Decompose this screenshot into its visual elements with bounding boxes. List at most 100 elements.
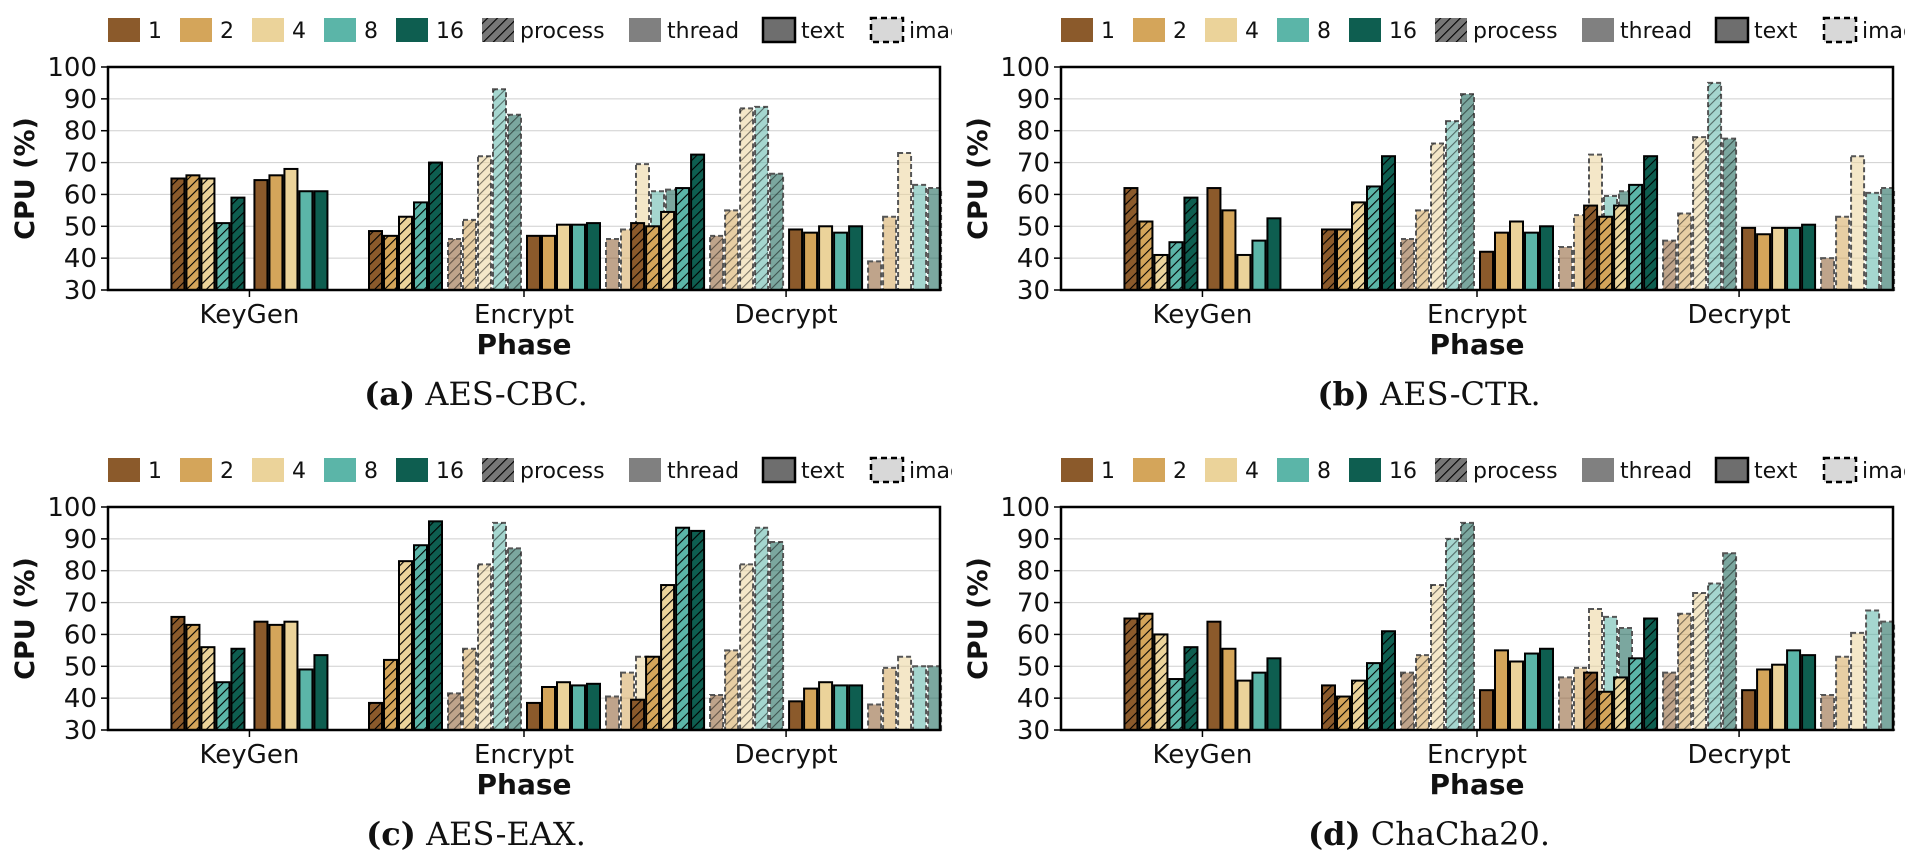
x-axis-label: Phase (1429, 768, 1524, 801)
bar-hatch (1352, 680, 1365, 730)
legend: 1 2 4 8 16 process thread text image (1061, 456, 1905, 484)
y-axis-label: CPU (%) (963, 117, 994, 240)
bar-hatch (1124, 618, 1138, 730)
bar-hatch (399, 216, 412, 290)
legend-swatch (869, 16, 905, 44)
legend-label: 1 (148, 459, 162, 484)
legend-label: process (520, 459, 605, 484)
legend-swatch (252, 18, 284, 42)
bar-hatch (1693, 593, 1707, 730)
bar (1479, 689, 1494, 732)
bar (1539, 225, 1554, 292)
bar-hatch (1614, 677, 1628, 730)
bar-hatch (1678, 613, 1692, 730)
bar-hatch (661, 211, 675, 290)
y-tick-label: 70 (64, 149, 97, 179)
bar (803, 687, 819, 731)
legend-swatch (629, 18, 661, 42)
bar (788, 228, 804, 292)
bar (1509, 660, 1524, 731)
x-tick-label: Encrypt (474, 300, 574, 330)
bar-hatch (1644, 618, 1658, 730)
bar (283, 167, 299, 291)
bar-hatch (1663, 672, 1677, 730)
bar (1786, 649, 1802, 732)
legend-label: 16 (436, 19, 464, 44)
legend-label: 4 (292, 19, 306, 44)
bar-hatch (171, 178, 185, 290)
legend-swatch (1061, 18, 1093, 42)
caption-chacha20: (d) ChaCha20. (953, 815, 1905, 853)
bar-hatch (493, 522, 506, 730)
y-tick-label: 30 (1017, 276, 1050, 306)
bar (803, 231, 819, 292)
legend-label: thread (667, 459, 739, 484)
bar (605, 238, 620, 291)
legend-label: process (1473, 459, 1558, 484)
bar-hatch (384, 659, 397, 730)
caption-aes-ctr: (b) AES-CTR. (953, 375, 1905, 413)
bar (912, 183, 928, 291)
legend: 1 2 4 8 16 process thread text image (1061, 16, 1905, 44)
bar (1236, 253, 1252, 291)
legend-swatch (1822, 16, 1858, 44)
bar-hatch (1367, 663, 1380, 730)
bar-hatch (1431, 585, 1444, 730)
bar-hatch (1446, 538, 1459, 730)
y-tick-label: 100 (1000, 53, 1050, 83)
legend-swatch-hatch (482, 458, 514, 482)
bar (1558, 676, 1573, 731)
bar (833, 231, 849, 292)
y-tick-label: 30 (1017, 716, 1050, 746)
bar-hatch (201, 647, 215, 730)
bar-hatch (740, 564, 754, 730)
legend-swatch (180, 18, 212, 42)
y-tick-label: 90 (64, 85, 97, 115)
legend-label: process (520, 19, 605, 44)
y-tick-label: 80 (64, 557, 97, 587)
legend-label: text (1754, 459, 1798, 484)
bar (1266, 217, 1282, 291)
bar (1524, 231, 1539, 292)
bar-hatch (1352, 202, 1365, 290)
bar (298, 668, 314, 732)
bar (526, 234, 541, 291)
bar-hatch (740, 108, 754, 291)
bar-hatch (1723, 553, 1737, 730)
bar-hatch (1431, 143, 1444, 290)
bar-hatch (231, 648, 245, 730)
caption-aes-eax: (c) AES-EAX. (0, 815, 952, 853)
bar-hatch (725, 210, 739, 290)
y-tick-label: 60 (1017, 620, 1050, 650)
plot-frame (106, 65, 942, 292)
legend-label: 16 (1389, 459, 1417, 484)
y-tick-label: 30 (64, 276, 97, 306)
chart-panel-aes-ctr: 30 40 50 60 70 80 90 100 CPU (%) KeyGen Encrypt Dec… (953, 0, 1905, 428)
legend-swatch (324, 18, 356, 42)
bar-hatch (1124, 188, 1138, 290)
legend-swatch (1582, 18, 1614, 42)
legend-label: 2 (1173, 19, 1187, 44)
bar (818, 225, 834, 292)
bar-hatch (1154, 254, 1168, 290)
bar (848, 225, 864, 292)
x-tick-label: KeyGen (200, 300, 300, 330)
bar (1741, 226, 1757, 291)
legend-label: process (1473, 19, 1558, 44)
bar-hatch (1708, 583, 1722, 730)
bar (571, 223, 586, 291)
bar-hatch (429, 521, 442, 730)
bar-hatch (1337, 229, 1350, 290)
bar-hatch (1461, 94, 1474, 290)
y-tick-label: 40 (64, 684, 97, 714)
legend-label: 8 (364, 19, 378, 44)
bar-hatch (399, 561, 412, 730)
plot-frame (1059, 65, 1895, 292)
bar (556, 681, 571, 731)
bar-hatch (725, 650, 739, 730)
bar (541, 685, 556, 731)
legend-label: thread (1620, 19, 1692, 44)
bar (867, 260, 883, 292)
bar-hatch (186, 175, 200, 290)
